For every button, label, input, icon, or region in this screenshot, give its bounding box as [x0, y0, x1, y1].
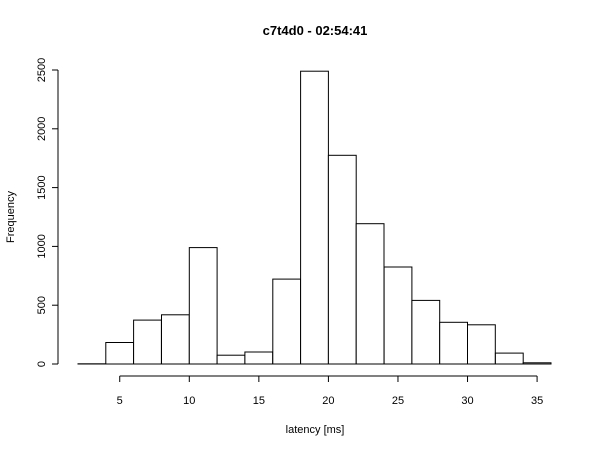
x-tick-label: 5	[117, 395, 123, 407]
histogram-bar	[411, 299, 441, 365]
x-tick-label: 10	[183, 395, 195, 407]
x-axis: 5 10 15 20 25 30 35	[117, 375, 543, 407]
histogram-bar	[355, 223, 385, 365]
x-tick-label: 20	[322, 395, 334, 407]
y-tick-label: 1000	[36, 234, 48, 258]
y-tick-label: 1500	[36, 175, 48, 199]
y-tick-label: 2000	[36, 117, 48, 141]
histogram-bar	[467, 324, 496, 365]
x-tick-label: 35	[531, 395, 543, 407]
x-tick-label: 15	[253, 395, 265, 407]
histogram-bar	[272, 278, 302, 365]
x-tick-label: 30	[461, 395, 473, 407]
chart-title: c7t4d0 - 02:54:41	[263, 23, 368, 38]
histogram-bar	[439, 321, 469, 365]
histogram-bar	[300, 70, 329, 365]
bars-group	[77, 70, 552, 365]
x-axis-label: latency [ms]	[286, 424, 345, 436]
histogram-bar	[161, 314, 190, 365]
histogram-bar	[327, 154, 357, 365]
y-tick-label: 0	[36, 361, 48, 367]
histogram-bar	[494, 352, 524, 365]
histogram-bar	[216, 354, 246, 365]
histogram-bar	[188, 247, 218, 365]
histogram-bar	[244, 351, 274, 365]
y-tick-label: 500	[36, 296, 48, 314]
histogram-bar	[133, 319, 162, 365]
histogram-bar	[383, 266, 413, 365]
histogram-bar	[522, 362, 552, 365]
y-tick-label: 2500	[36, 58, 48, 82]
x-tick-label: 25	[392, 395, 404, 407]
y-axis: 0 500 1000 1500 2000 2500	[36, 58, 59, 367]
histogram-bar	[105, 342, 135, 365]
y-axis-label: Frequency	[5, 191, 17, 243]
